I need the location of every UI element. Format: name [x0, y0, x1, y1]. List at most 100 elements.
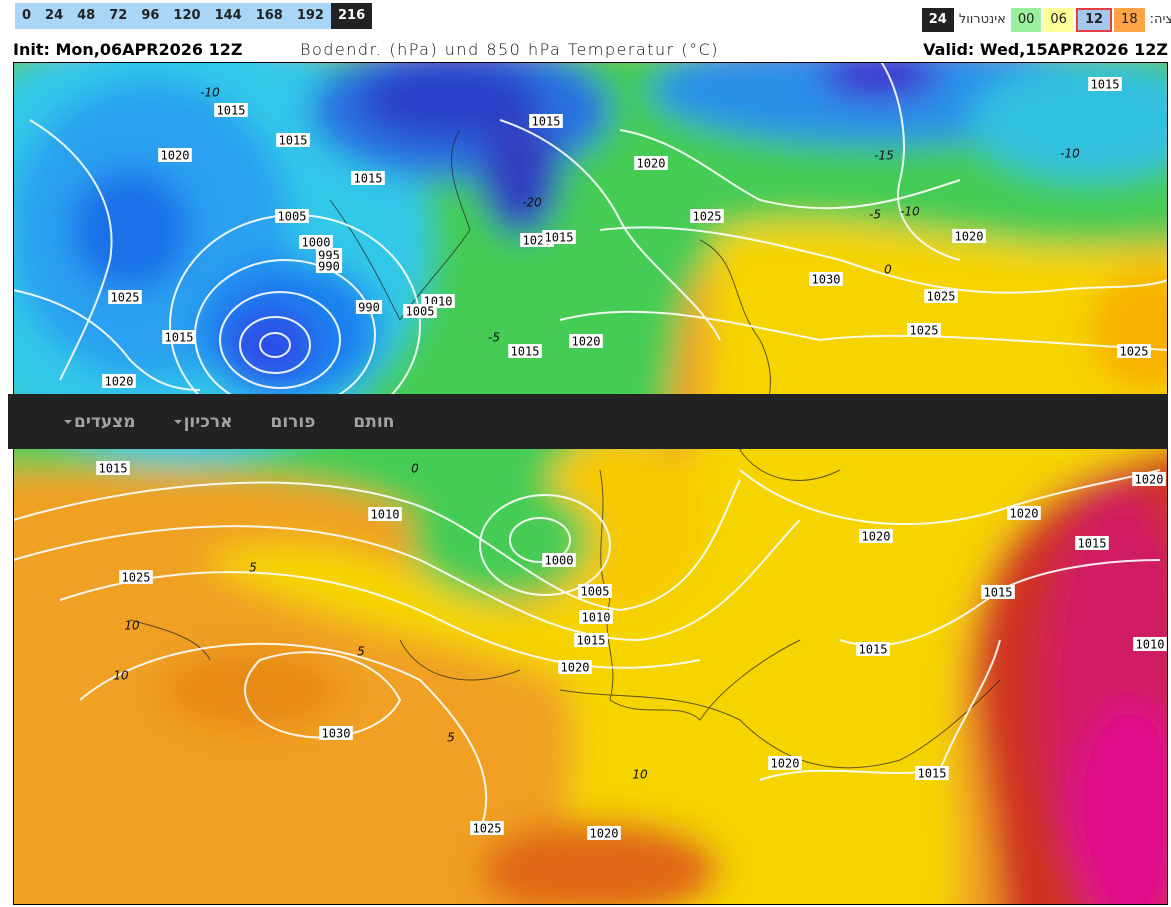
run-button[interactable]: 18 — [1114, 8, 1145, 32]
isobar-label: 1025 — [927, 290, 956, 304]
isobar-label-bg — [856, 642, 890, 656]
nav-item[interactable]: חותם — [353, 412, 394, 432]
temperature-label: -10 — [1060, 147, 1080, 161]
isobar-label: 1025 — [693, 210, 722, 224]
hour-button[interactable]: 216 — [330, 3, 373, 29]
hour-button[interactable]: 120 — [166, 3, 208, 29]
nav-bar: חותם פורום ארכיון מצעדים — [8, 394, 1168, 449]
isobar-label-bg — [319, 726, 353, 740]
isobar-label-bg — [952, 229, 986, 243]
temperature-label: 10 — [113, 669, 129, 683]
isobar-label-bg — [276, 133, 310, 147]
isobar-label: 1020 — [1010, 507, 1039, 521]
isobar-label: 1015 — [165, 331, 194, 345]
isobar-label-bg — [275, 209, 309, 223]
isobar-label-bg — [859, 529, 893, 543]
isobar-label-bg — [915, 766, 949, 780]
interval-button[interactable]: 24 — [921, 8, 954, 32]
hour-button[interactable]: 24 — [38, 3, 71, 29]
temperature-field — [13, 62, 1168, 905]
isobar-label-bg — [587, 826, 621, 840]
temperature-label: 5 — [249, 561, 257, 575]
isobar-label-bg — [508, 344, 542, 358]
temperature-label: 0 — [411, 462, 419, 476]
isobar-label-bg — [158, 148, 192, 162]
nav-label: חותם — [353, 411, 395, 432]
isobar-label: 1015 — [577, 634, 606, 648]
isobar-label-bg — [102, 374, 136, 388]
isobar-label-bg — [108, 290, 142, 304]
run-button[interactable]: 00 — [1010, 8, 1042, 32]
temperature-label: 10 — [124, 619, 140, 633]
temperature-label: 5 — [357, 645, 365, 659]
isobar-label: 1015 — [859, 643, 888, 657]
nav-label: פורום — [270, 411, 316, 432]
isobar-label: 1020 — [955, 230, 984, 244]
isobar-label-bg — [355, 300, 383, 314]
dropdown-caret — [173, 419, 182, 424]
hour-button[interactable]: 72 — [102, 3, 135, 29]
isobar-label-bg — [574, 633, 608, 647]
temperature-label: 5 — [447, 731, 455, 745]
hour-button[interactable]: 48 — [70, 3, 103, 29]
nav-item[interactable]: פורום — [270, 412, 315, 432]
isobar-label-bg — [351, 171, 385, 185]
hour-button[interactable]: 0 — [15, 3, 39, 29]
isobar-label-bg — [578, 584, 612, 598]
valid-label: Valid: Wed,15APR2026 12Z — [923, 40, 1168, 59]
map-title: Bodendr. (hPa) und 850 hPa Temperatur (°… — [300, 40, 719, 59]
isobars — [13, 62, 1168, 831]
isobar-label-bg — [1132, 472, 1166, 486]
isobar-label: 990 — [318, 260, 340, 274]
isobar-label: 1010 — [582, 611, 611, 625]
isobar-label-bg — [1088, 77, 1122, 91]
run-button[interactable]: 12 — [1075, 8, 1113, 32]
isobar-label-bg — [1075, 536, 1109, 550]
isobar-label-bg — [315, 248, 343, 262]
hour-button[interactable]: 192 — [289, 3, 331, 29]
nav-label: ארכיון — [183, 411, 233, 432]
isobar-label: 1030 — [322, 727, 351, 741]
interval-label: אינטרוול — [958, 12, 1006, 27]
isobar-label: 1020 — [637, 157, 666, 171]
isobar-label: 1005 — [278, 210, 307, 224]
isobar-label-bg — [542, 230, 576, 244]
isobar-label: 1015 — [279, 134, 308, 148]
nav-item[interactable]: ארכיון — [173, 411, 233, 432]
temperature-label: -10 — [900, 205, 920, 219]
hour-button[interactable]: 144 — [207, 3, 249, 29]
hour-button[interactable]: 96 — [134, 3, 167, 29]
temperature-label: -10 — [200, 86, 220, 100]
isobar-label: 1015 — [354, 172, 383, 186]
isobar-label: 1015 — [511, 345, 540, 359]
isobar-label-bg — [368, 507, 402, 521]
isobar-label-bg — [981, 585, 1015, 599]
isobar-label-bg — [809, 272, 843, 286]
isobar-label-bg — [1133, 637, 1167, 651]
isobar-label: 1020 — [561, 661, 590, 675]
nav-label: מצעדים — [74, 411, 136, 432]
hour-button[interactable]: 168 — [248, 3, 290, 29]
run-label: יציה: — [1149, 12, 1171, 27]
isobar-label-bg — [634, 156, 668, 170]
run-button[interactable]: 06 — [1043, 8, 1074, 32]
isobar-label: 1025 — [111, 291, 140, 305]
temperature-label: 0 — [884, 263, 892, 277]
isobar-label: 1005 — [581, 585, 610, 599]
isobar-label: 1015 — [217, 104, 246, 118]
nav-item[interactable]: מצעדים — [64, 412, 136, 432]
dropdown-caret — [64, 419, 72, 424]
temperature-label: -5 — [488, 331, 500, 345]
isobar-label: 1025 — [122, 571, 151, 585]
isobar-label-bg — [569, 334, 603, 348]
isobar-label: 1000 — [302, 236, 331, 250]
isobar-label-bg — [907, 323, 941, 337]
isobar-label-bg — [529, 114, 563, 128]
isobar-label: 1015 — [99, 462, 128, 476]
run-selector: יציה: 18 12 06 00 אינטרוול 24 — [918, 8, 1171, 32]
isobar-label: 1025 — [910, 324, 939, 338]
isobar-label-bg — [924, 289, 958, 303]
isobar-label: 1030 — [812, 273, 841, 287]
isobar-label-bg — [579, 610, 613, 624]
